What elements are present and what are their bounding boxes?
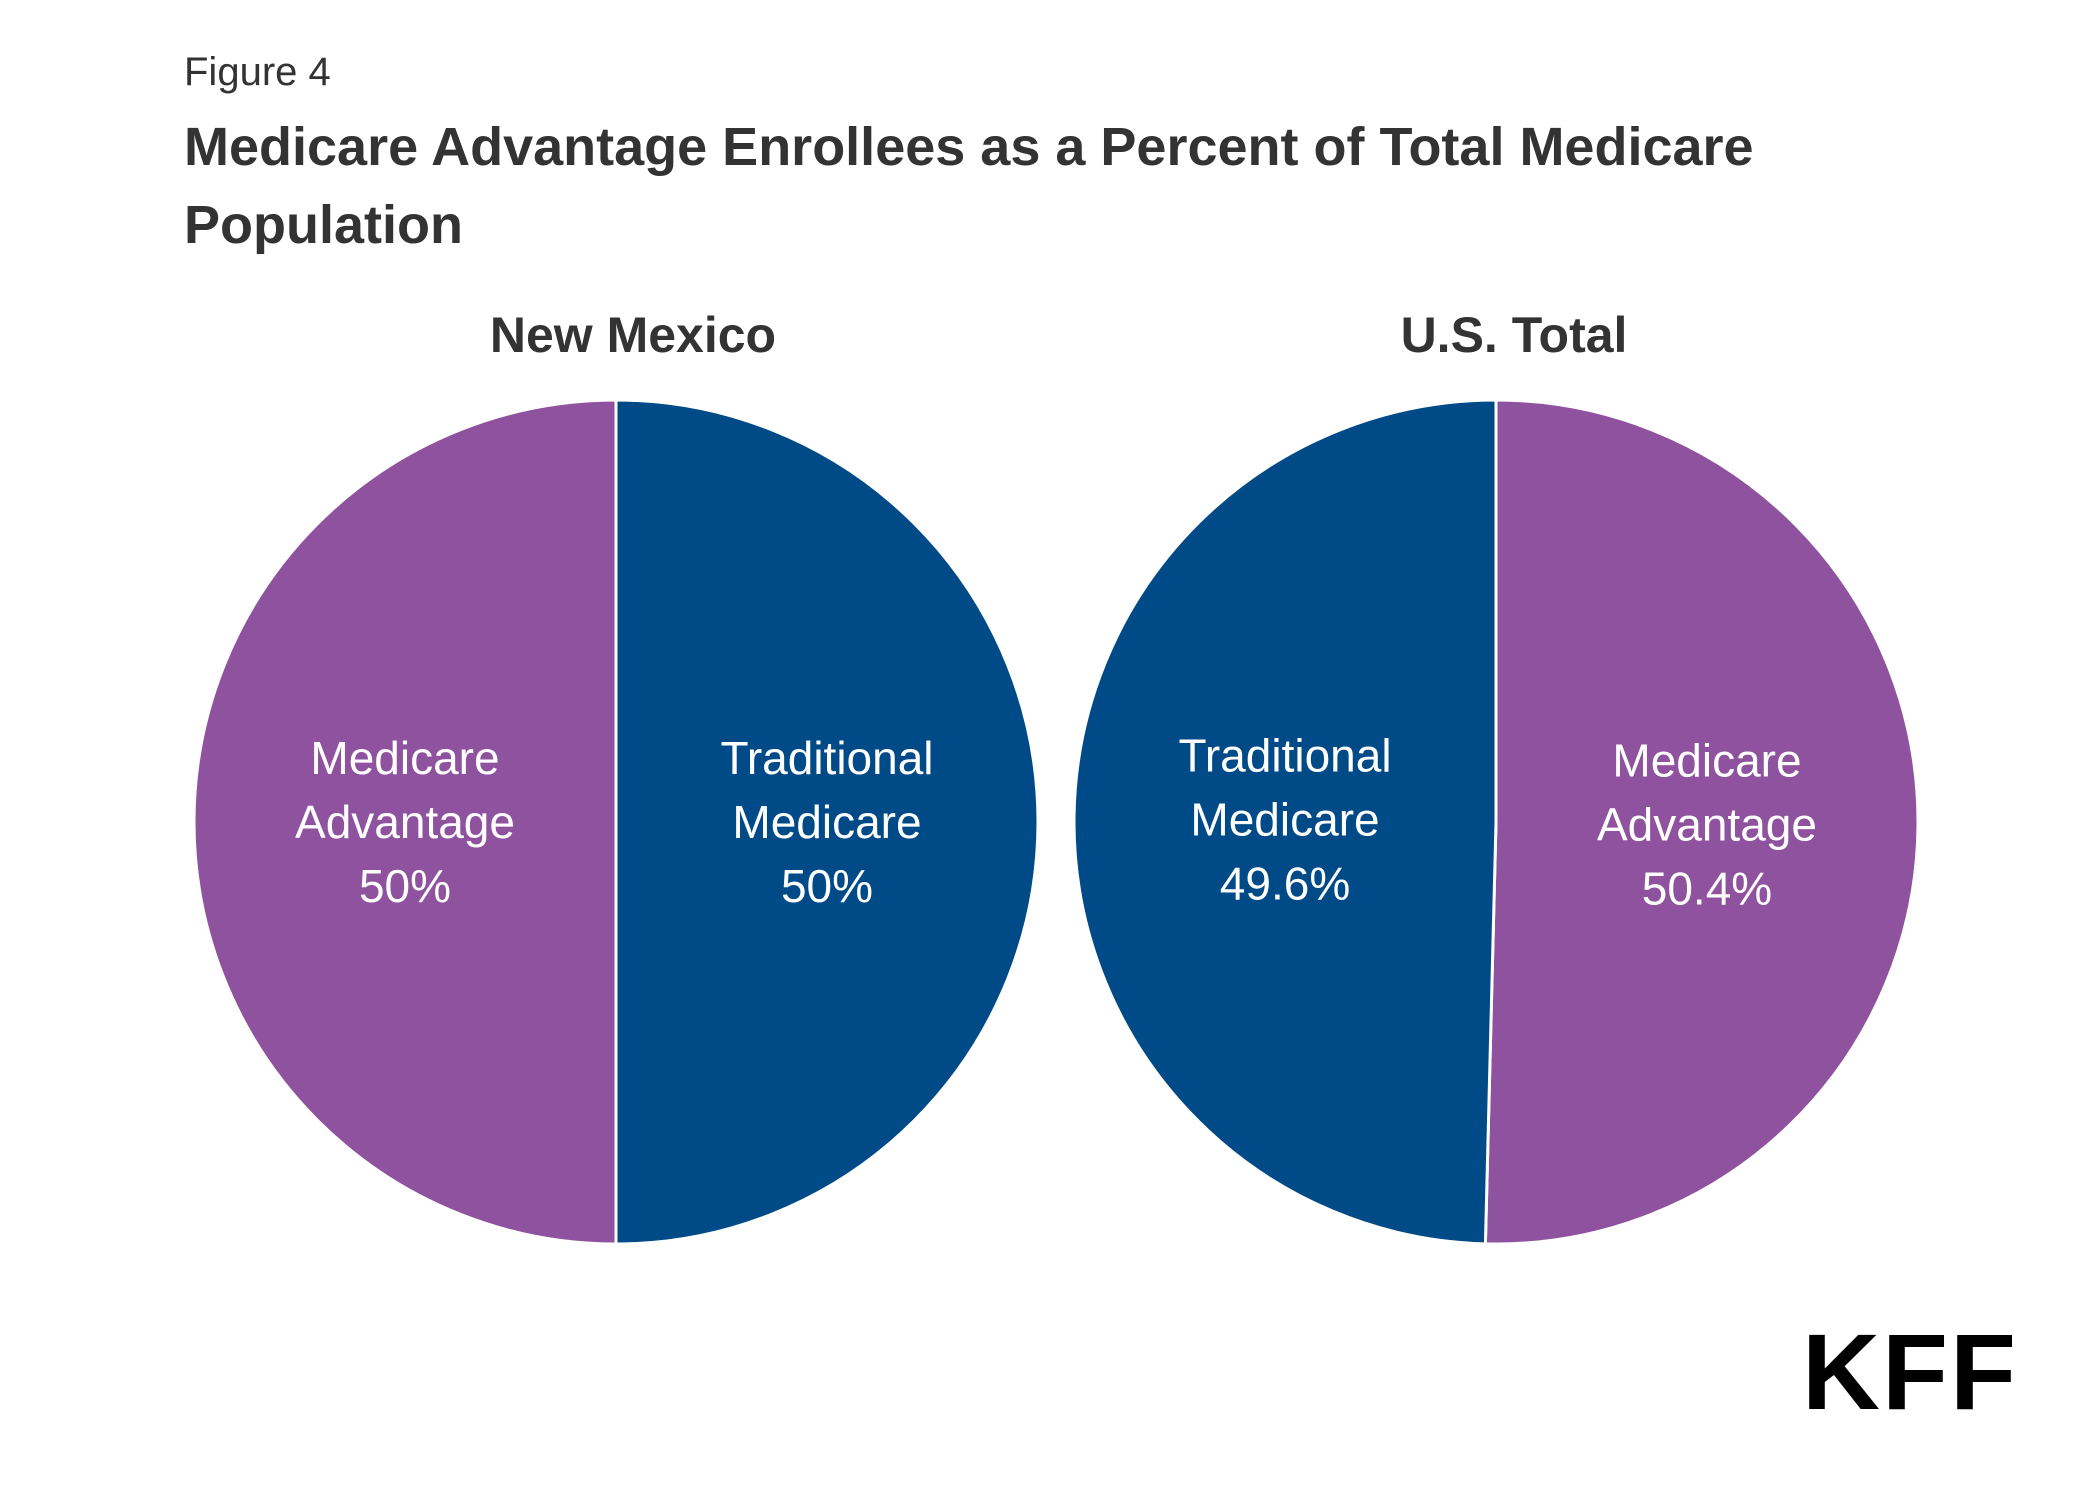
pie-0-slice-0-label: Traditional Medicare 50% [720, 732, 933, 912]
slice-name-label: Advantage [295, 796, 515, 848]
pie-0-slice-1 [192, 398, 618, 1246]
slice-value-label: 50% [781, 860, 873, 912]
chart-title: Medicare Advantage Enrollees as a Percen… [184, 117, 1754, 255]
pie-1: Medicare Advantage 50.4% Traditional Medicar… [1072, 398, 1920, 1246]
slice-name-label: Traditional [720, 732, 933, 784]
slice-value-label: 50% [359, 860, 451, 912]
slice-name-label: Medicare [310, 732, 499, 784]
pie-0-slice-0 [614, 398, 1040, 1246]
slice-value-label: 49.6% [1220, 857, 1350, 909]
slice-name-label: Medicare [732, 796, 921, 848]
slice-value-label: 50.4% [1642, 863, 1772, 915]
figure-label: Figure 4 [184, 50, 331, 94]
pie-1-slice-1 [1072, 398, 1498, 1246]
pie-0: Traditional Medicare 50% Medicare Advantage 5… [192, 398, 1040, 1246]
slice-name-label: Medicare [1612, 735, 1801, 787]
pie-1-slice-0-label: Medicare Advantage 50.4% [1597, 735, 1817, 915]
kff-logo: KFF [1802, 1311, 2018, 1432]
pie-title-new-mexico: New Mexico [489, 307, 777, 363]
slice-name-label: Medicare [1190, 793, 1379, 845]
slice-name-label: Traditional [1178, 729, 1391, 781]
slice-name-label: Advantage [1597, 799, 1817, 851]
pie-1-slice-0 [1483, 398, 1920, 1246]
pie-0-slice-1-label: Medicare Advantage 50% [295, 732, 515, 912]
pie-1-slice-1-label: Traditional Medicare 49.6% [1178, 729, 1391, 909]
pie-title-us-total: U.S. Total [1400, 307, 1628, 363]
